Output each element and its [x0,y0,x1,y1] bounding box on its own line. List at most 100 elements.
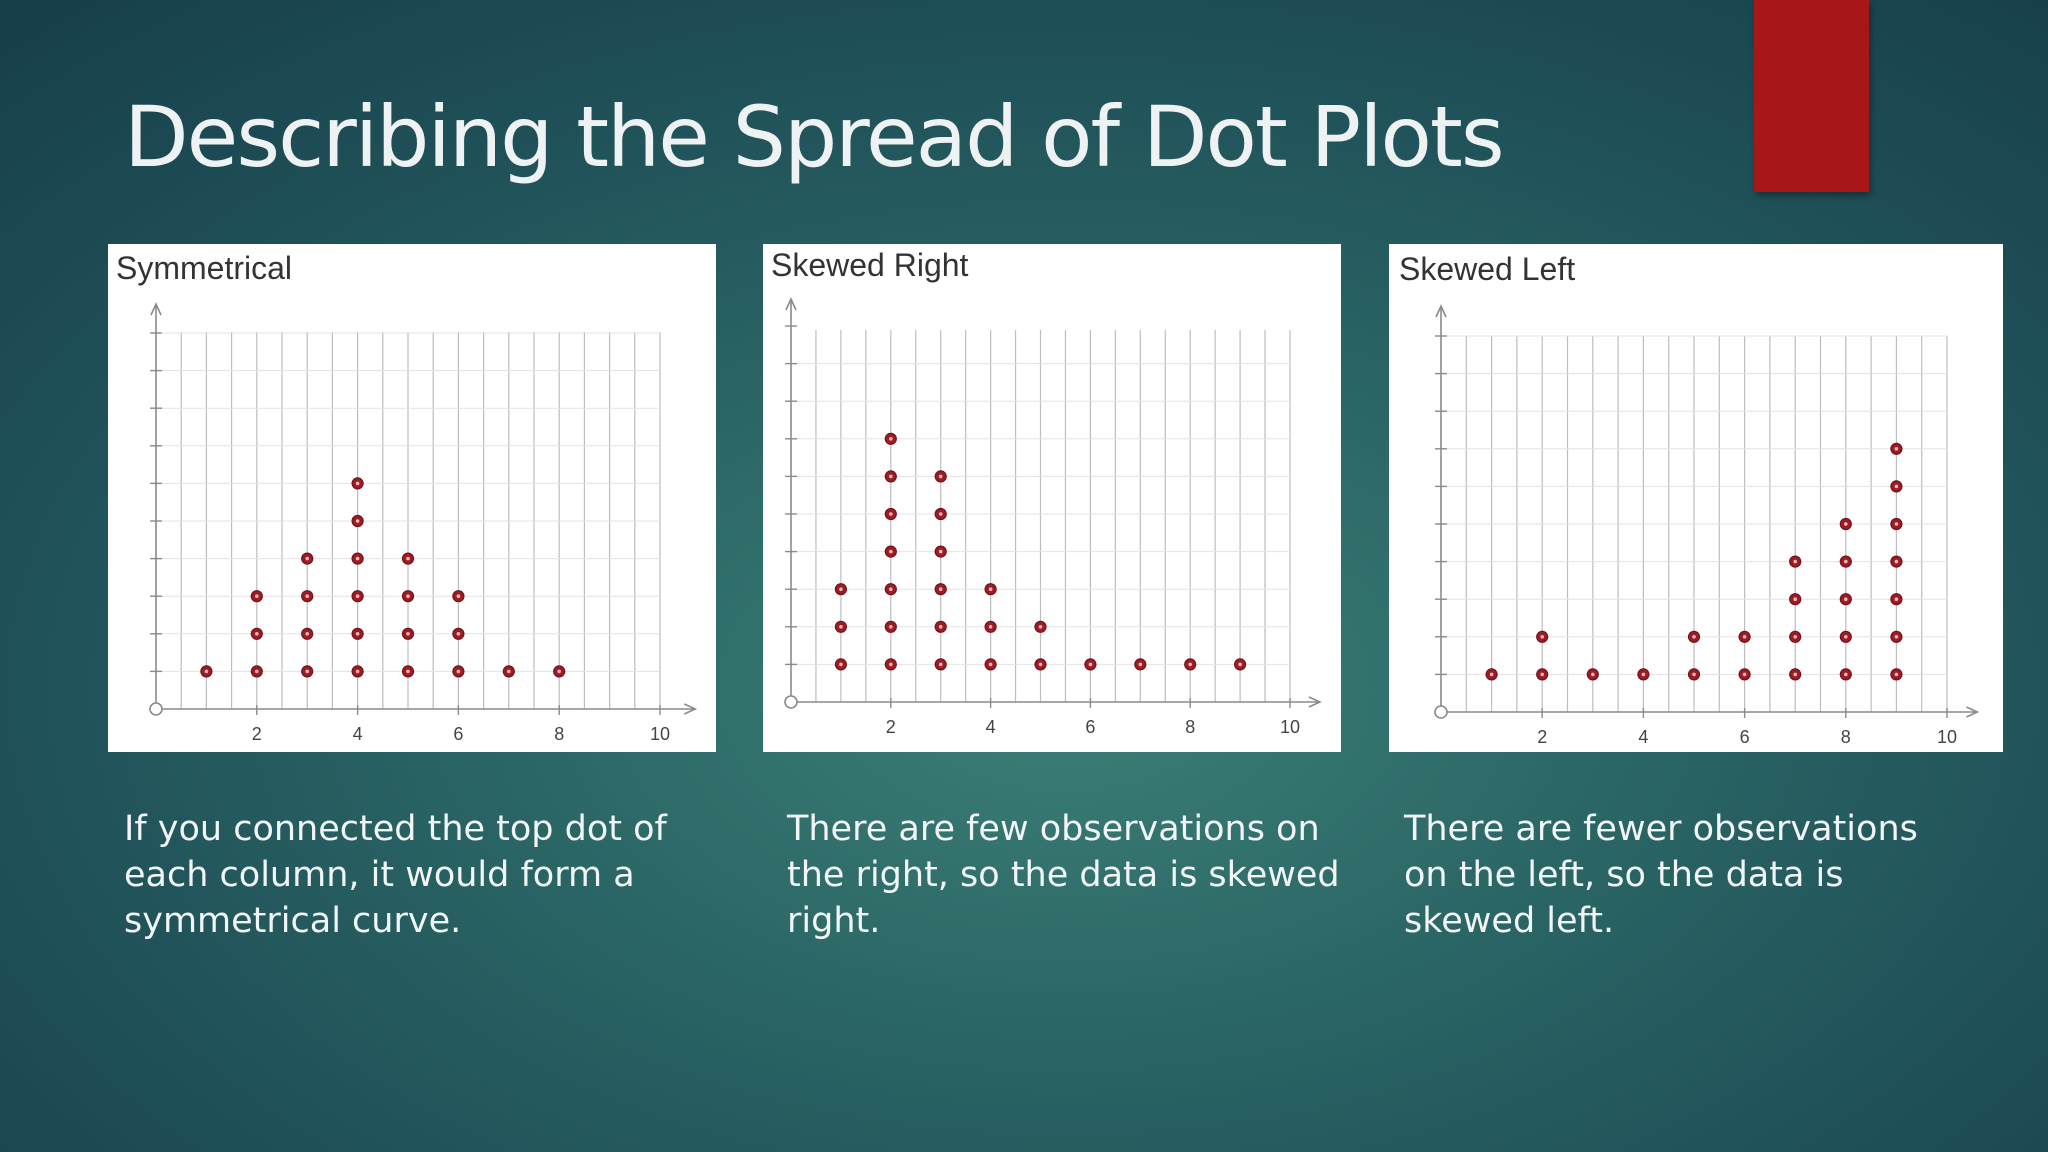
dot-highlight [406,669,410,674]
x-axis-arrow [1966,706,1980,718]
dot-highlight [557,669,561,674]
dot-highlight [1844,672,1848,677]
origin-marker [149,702,163,716]
accent-bar [1754,0,1869,192]
dot-highlight [1088,662,1093,667]
x-tick-label-6: 6 [1740,727,1750,747]
dot-highlight [1489,672,1494,677]
caption-skewed-right: There are few observations on the right,… [787,809,1340,941]
chart-panel-skewed-left: Skewed Left 2 4 6 8 10 [1389,244,2003,752]
dot-highlight [1894,559,1899,564]
dot-highlight [305,632,309,636]
dot-highlight [938,474,943,479]
dot-highlight [305,669,309,674]
dot-highlight [456,594,461,598]
chart-title-skewed-right: Skewed Right [771,247,969,283]
x-tick-label-4: 4 [353,724,363,744]
dot-highlight [355,632,360,636]
dot-highlight [305,556,309,561]
dot-highlight [406,556,410,561]
dot-highlight [355,481,360,486]
dot-highlight [1188,662,1192,667]
dot-highlight [1793,559,1797,564]
dot-highlight [305,594,309,598]
caption-symmetrical: If you connected the top dot of each col… [124,809,667,941]
chart-panel-skewed-right: Skewed Right 2 4 6 8 10 [763,244,1341,752]
dot-highlight [1894,522,1899,526]
dot-highlight [938,587,943,591]
dot-highlight [1793,672,1797,677]
dot-highlight [255,669,259,674]
dot-highlight [889,437,893,441]
dot-highlight [456,669,461,674]
chart-symmetrical: Symmetrical 2 4 6 8 10 [116,250,698,744]
dot-highlight [1894,672,1899,677]
dot-highlight [1540,672,1544,677]
chart-title-skewed-left: Skewed Left [1399,251,1575,287]
dot-highlight [406,594,410,598]
dot-highlight [1692,672,1696,677]
dot-highlight [1038,662,1043,667]
x-tick-label-6: 6 [453,724,463,744]
dot-highlight [1844,559,1848,564]
dot-highlight [938,662,943,667]
dot-highlight [889,587,893,591]
dot-highlight [255,632,259,636]
x-tick-label-2: 2 [252,724,262,744]
origin-marker [1434,705,1448,719]
dot-highlight [1793,635,1797,639]
x-tick-label-2: 2 [1537,727,1547,747]
x-axis-arrow [1308,696,1322,708]
slide-title: Describing the Spread of Dot Plots [124,88,1505,186]
dot-highlight [1844,635,1848,639]
x-axis-arrow [683,703,698,715]
y-axis-arrow [150,302,162,316]
dot-highlight [938,625,943,629]
x-tick-label-10: 10 [650,724,670,744]
dot-highlight [1692,635,1696,639]
dot-highlight [988,662,993,667]
chart-skewed-right: Skewed Right 2 4 6 8 10 [771,247,1322,737]
dot-highlight [355,556,360,561]
dot-highlight [507,669,511,674]
dot-highlight [889,625,893,629]
dot-highlight [889,474,893,479]
x-tick-label-2: 2 [886,717,896,737]
x-tick-label-6: 6 [1085,717,1095,737]
dot-highlight [839,625,843,629]
dot-highlight [889,512,893,516]
dot-highlight [1894,597,1899,601]
dot-highlight [456,632,461,636]
x-tick-label-10: 10 [1937,727,1957,747]
dot-highlight [1894,484,1899,489]
dot-highlight [988,587,993,591]
chart-skewed-left: Skewed Left 2 4 6 8 10 [1399,251,1980,747]
dot-highlight [1894,635,1899,639]
chart-title-symmetrical: Symmetrical [116,250,292,286]
dot-highlight [204,669,209,674]
dot-highlight [1894,447,1899,451]
dot-highlight [1742,672,1747,677]
x-tick-label-8: 8 [1185,717,1195,737]
dot-highlight [1138,662,1143,667]
dot-highlight [938,512,943,516]
dot-highlight [355,519,360,523]
dot-highlight [889,549,893,554]
x-tick-label-4: 4 [986,717,996,737]
dot-highlight [1844,522,1848,526]
dot-highlight [1591,672,1595,677]
origin-marker [784,695,798,709]
dot-highlight [839,587,843,591]
dot-highlight [988,625,993,629]
x-tick-label-8: 8 [1841,727,1851,747]
x-tick-label-8: 8 [554,724,564,744]
dot-highlight [1238,662,1242,667]
y-axis-arrow [785,297,797,311]
dot-highlight [938,549,943,554]
dot-highlight [355,669,360,674]
dot-highlight [355,594,360,598]
dot-highlight [1641,672,1646,677]
dot-highlight [1038,625,1043,629]
x-tick-label-4: 4 [1638,727,1648,747]
dot-highlight [1742,635,1747,639]
